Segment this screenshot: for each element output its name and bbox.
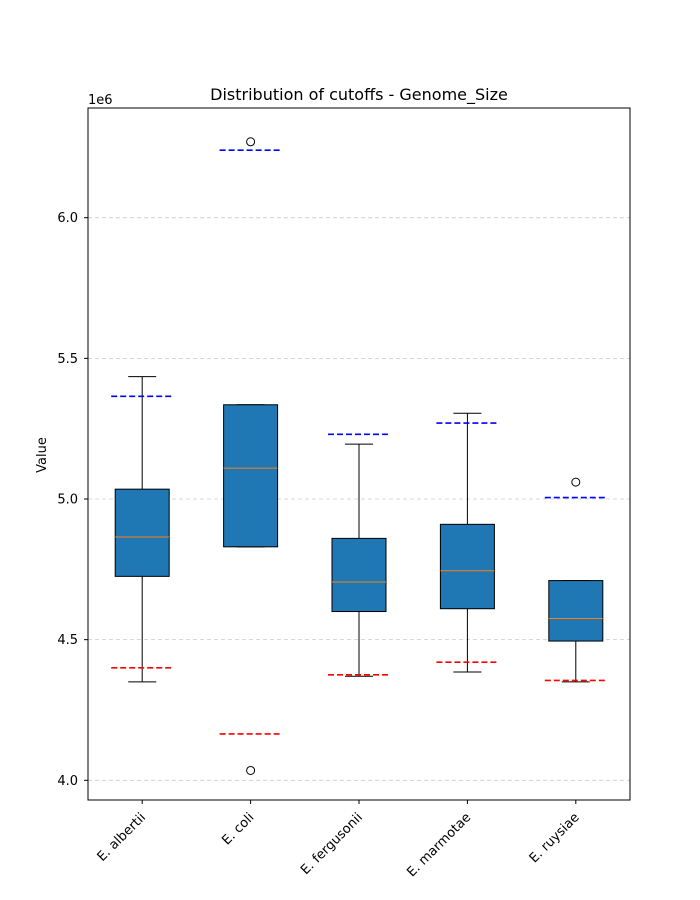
x-tick-label: E. ruysiae [527, 810, 583, 866]
y-offset-label: 1e6 [88, 93, 113, 108]
iqr-box [548, 580, 604, 642]
y-tick-label: 5.5 [57, 352, 78, 367]
x-tick-label: E. fergusonii [298, 810, 366, 878]
x-axis-ticks: E. albertii E. coli E. fergusonii E. marmot… [95, 800, 583, 880]
boxes [111, 137, 607, 775]
y-tick-label: 4.0 [57, 774, 78, 789]
plot-area-frame [87, 107, 631, 801]
x-tick-label: E. coli [219, 810, 257, 848]
chart-title: Distribution of cutoffs - Genome_Size [210, 85, 508, 105]
box-group [328, 433, 390, 677]
y-tick-label: 6.0 [57, 211, 78, 226]
box-group [436, 412, 499, 673]
iqr-box [439, 523, 495, 610]
box-group [219, 137, 282, 775]
outlier-point [246, 137, 256, 147]
outlier-point [246, 765, 256, 775]
iqr-box [331, 537, 387, 613]
y-axis-label: Value [35, 437, 50, 473]
iqr-box [223, 404, 279, 548]
y-axis-ticks: 4.0 4.5 5.0 5.5 6.0 [57, 211, 88, 789]
box-group [544, 477, 607, 683]
y-tick-label: 4.5 [57, 633, 78, 648]
grid-lines [88, 217, 630, 781]
x-tick-label: E. albertii [95, 810, 149, 864]
y-tick-label: 5.0 [57, 493, 78, 508]
iqr-box [114, 488, 170, 577]
x-tick-label: E. marmotae [404, 810, 474, 880]
box-group [111, 376, 174, 683]
outlier-point [571, 477, 581, 487]
